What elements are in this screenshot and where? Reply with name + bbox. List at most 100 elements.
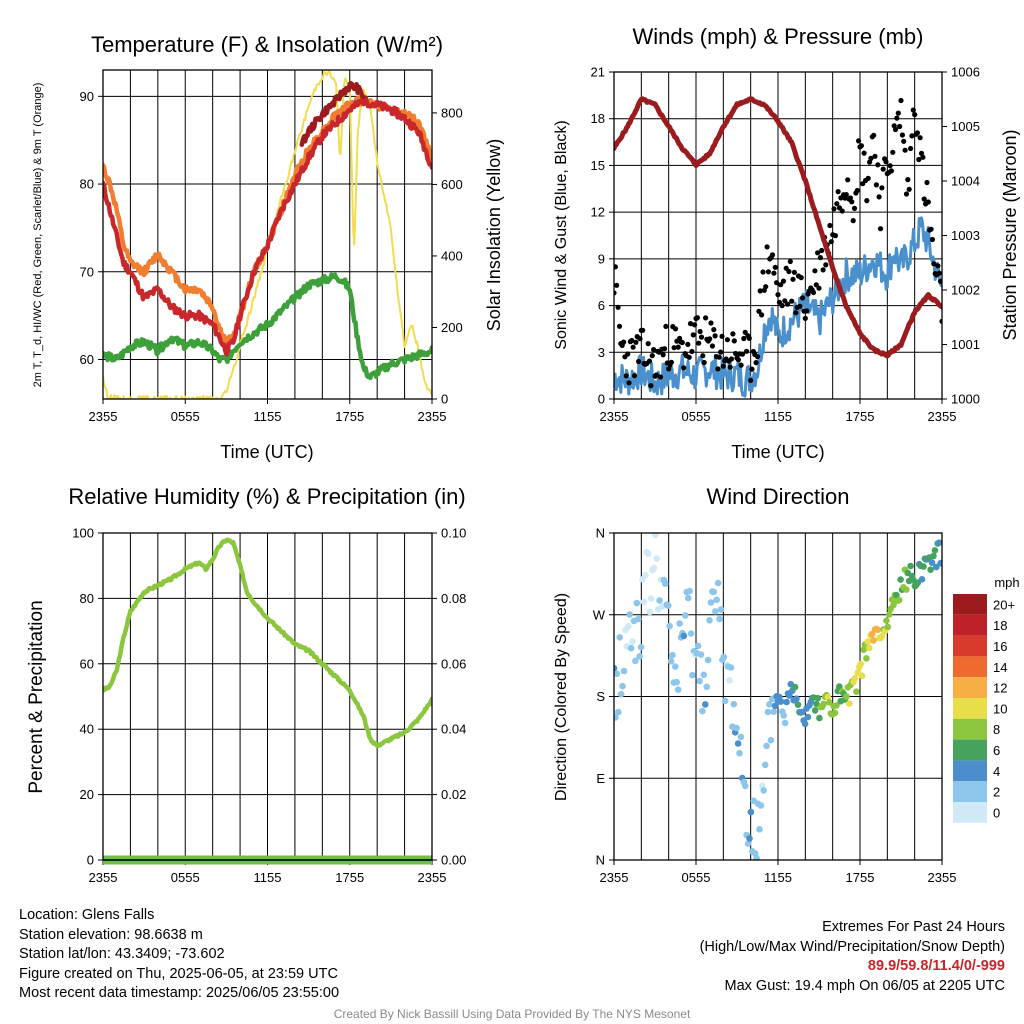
direction-point	[696, 677, 703, 685]
x-tick-label: 2355	[600, 409, 629, 424]
direction-point	[737, 733, 745, 741]
colorbar-swatch	[953, 802, 987, 823]
extremes-subtitle: (High/Low/Max Wind/Precipitation/Snow De…	[699, 938, 1005, 955]
gust-point	[929, 236, 936, 243]
gust-point	[741, 335, 747, 342]
direction-point	[636, 653, 643, 660]
gust-point	[849, 199, 855, 205]
gust-point	[625, 351, 631, 357]
direction-point	[644, 550, 652, 558]
direction-point	[757, 802, 765, 809]
direction-point	[720, 653, 728, 661]
colorbar-label: 14	[993, 660, 1007, 675]
gust-point	[804, 308, 810, 314]
temperature-series	[103, 70, 432, 399]
gust-point	[871, 132, 877, 138]
direction-point	[756, 826, 763, 833]
gust-point	[668, 359, 675, 365]
gust-point	[685, 341, 691, 347]
gust-point	[858, 143, 865, 149]
gust-point	[646, 358, 653, 364]
gust-point	[708, 320, 714, 326]
gust-point	[925, 199, 931, 205]
gust-point	[785, 301, 791, 307]
y-axis-label-left: 2m T, T_d, HI/WC (Red, Green, Scarlet/Bl…	[32, 83, 44, 388]
gust-point	[774, 280, 780, 286]
gust-point	[679, 339, 685, 346]
direction-point	[646, 608, 653, 616]
gust-point	[916, 156, 922, 163]
direction-point	[627, 644, 635, 652]
direction-point	[864, 638, 872, 645]
gust-point	[692, 322, 698, 328]
direction-point	[760, 787, 767, 794]
credit-text: Created By Nick Bassill Using Data Provi…	[333, 1007, 691, 1021]
direction-point	[716, 615, 723, 623]
direction-point	[907, 562, 914, 570]
plot-border	[613, 532, 943, 861]
direction-point	[650, 564, 658, 572]
gust-point	[651, 347, 657, 353]
direction-point	[666, 622, 673, 630]
direction-point	[786, 692, 793, 699]
plot-border	[613, 71, 943, 400]
direction-point	[714, 579, 722, 587]
gust-point	[873, 182, 880, 188]
direction-point	[920, 563, 927, 570]
y-right-tick-label: 600	[441, 177, 463, 192]
gust-point	[898, 97, 904, 104]
direction-point	[744, 840, 752, 847]
gust-point	[629, 337, 635, 344]
direction-point	[669, 651, 676, 659]
direction-point	[820, 700, 827, 708]
gust-point	[831, 206, 837, 212]
gust-point	[711, 327, 717, 333]
y-tick-label: 60	[80, 352, 94, 367]
direction-point	[860, 646, 867, 653]
x-tick-label: 1755	[846, 870, 875, 885]
direction-point	[874, 626, 882, 634]
y-tick-label: 6	[598, 298, 605, 313]
chart-panel-4: 2355 0555 1155 1755 2355 Wind Direction N E S W N D…	[553, 484, 1020, 885]
chart-panel-2: 2355 0555 1155 1755 2355 Winds (mph) & Pressu…	[553, 24, 1020, 462]
y-tick-label: 100	[72, 526, 94, 541]
gust-point	[686, 354, 692, 360]
y-tick-label: N	[596, 853, 605, 868]
gust-point	[800, 295, 806, 301]
x-tick-label: 0555	[682, 870, 711, 885]
direction-point	[664, 602, 672, 609]
direction-point	[780, 712, 787, 719]
colorbar-title: mph	[994, 575, 1019, 590]
y-tick-label: 18	[591, 111, 605, 126]
direction-point	[857, 660, 864, 668]
colorbar-swatch	[953, 760, 987, 782]
colorbar-label: 20+	[993, 597, 1015, 612]
x-tick-label: 1155	[254, 409, 282, 424]
gust-point	[812, 268, 818, 274]
gust-point	[753, 360, 759, 366]
gust-point	[828, 239, 834, 245]
colorbar-label: 18	[993, 618, 1007, 633]
gust-point	[657, 374, 664, 380]
gust-point	[724, 337, 731, 343]
direction-point	[637, 643, 645, 651]
gust-point	[903, 191, 910, 197]
gust-point	[648, 383, 654, 389]
colorbar-label: 2	[993, 785, 1000, 800]
y-right-tick-label: 1004	[951, 174, 980, 189]
gust-point	[827, 222, 833, 229]
direction-point	[763, 742, 770, 750]
y-tick-label: 0	[87, 853, 94, 868]
colorbar-label: 6	[993, 743, 1000, 758]
series-sonic-wind	[614, 216, 942, 398]
gust-point	[845, 177, 851, 183]
direction-point	[700, 671, 708, 679]
direction-point	[619, 682, 626, 690]
direction-point	[734, 740, 742, 747]
direction-point	[689, 671, 696, 679]
gust-point	[851, 205, 858, 211]
x-tick-label: 1755	[846, 409, 875, 424]
gust-point	[728, 356, 735, 362]
direction-point	[706, 617, 713, 624]
